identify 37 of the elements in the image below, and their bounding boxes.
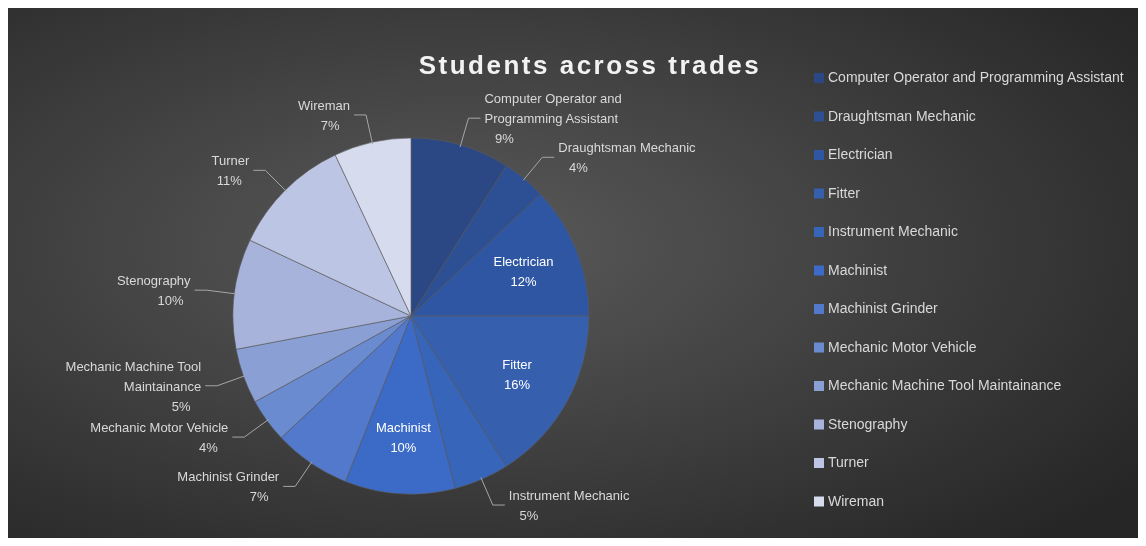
chart-title: Students across trades: [418, 50, 762, 80]
legend-label: Machinist: [828, 261, 888, 278]
legend-label: Electrician: [828, 146, 893, 162]
data-label: 9%: [495, 131, 515, 147]
legend-label: Instrument Mechanic: [828, 223, 958, 239]
slice-label: Machinist Grinder: [177, 469, 280, 485]
data-label: 4%: [198, 440, 219, 456]
data-label: 7%: [320, 117, 340, 133]
data-label: 7%: [249, 489, 270, 505]
data-label: 4%: [568, 160, 589, 176]
data-label: 5%: [171, 398, 192, 414]
legend-label: Fitter: [828, 184, 861, 201]
data-label: 11%: [216, 173, 243, 189]
slice-label: Electrician: [493, 254, 554, 270]
data-label: 16%: [504, 377, 531, 393]
slice-label: Wireman: [298, 97, 351, 113]
slice-label: Draughtsman Mechanic: [558, 140, 697, 156]
slice-label: Computer Operator and Programming Assistant: [484, 91, 622, 127]
legend-label: Mechanic Motor Vehicle: [828, 338, 977, 355]
data-label: 10%: [390, 439, 417, 455]
legend-label: Stenography: [828, 415, 908, 432]
legend-label: Computer Operator and Programming Assistant: [828, 69, 1124, 85]
slice-label: Stenography: [116, 273, 192, 289]
slice-label: Mechanic Machine Tool Maintainance: [65, 358, 202, 394]
legend-label: Wireman: [828, 492, 885, 509]
data-label: 5%: [519, 508, 539, 524]
legend-label: Machinist Grinder: [828, 300, 939, 316]
legend-label: Turner: [828, 454, 870, 470]
legend-label: Draughtsman Mechanic: [828, 107, 976, 124]
slice-label: Instrument Mechanic: [508, 488, 630, 504]
legend-label: Mechanic Machine Tool Maintainance: [828, 377, 1062, 393]
slice-label: Machinist: [375, 419, 432, 435]
slice-label: Mechanic Motor Vehicle: [90, 420, 229, 436]
data-label: 10%: [157, 293, 185, 309]
slice-label: Fitter: [502, 357, 533, 373]
data-label: 12%: [510, 274, 537, 290]
slice-label: Turner: [211, 153, 250, 169]
